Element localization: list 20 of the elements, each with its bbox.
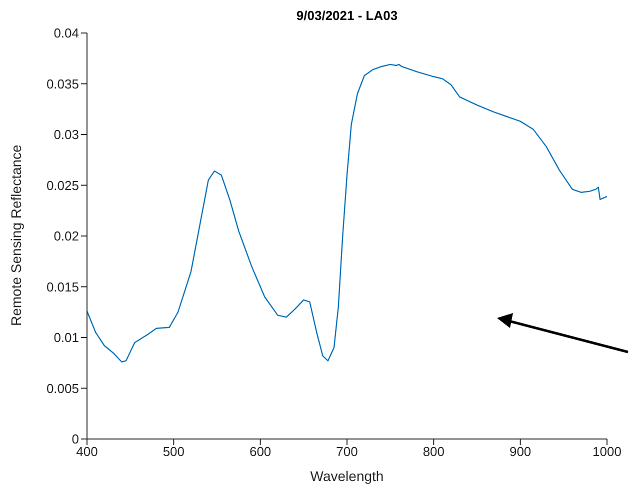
line-series	[87, 64, 607, 362]
x-tick-label: 1000	[592, 444, 622, 460]
x-tick-label: 800	[422, 444, 445, 460]
y-tick-label: 0	[72, 432, 79, 447]
x-tick-label: 500	[162, 444, 185, 460]
x-tick-label: 700	[336, 444, 358, 460]
y-tick-label: 0.01	[54, 330, 79, 346]
x-tick-label: 900	[509, 444, 532, 460]
y-axis-title: Remote Sensing Reflectance	[8, 144, 24, 326]
chart-title: 9/03/2021 - LA03	[295, 8, 399, 23]
y-tick-label: 0.04	[54, 26, 79, 41]
x-tick-label: 600	[249, 444, 272, 460]
x-axis-title: Wavelength	[310, 468, 384, 484]
x-tick-label: 400	[76, 444, 98, 460]
y-tick-label: 0.02	[54, 228, 79, 244]
y-tick-label: 0.005	[46, 380, 79, 396]
y-tick-label: 0.025	[46, 178, 79, 193]
y-tick-label: 0.03	[54, 127, 79, 142]
y-tick-label: 0.015	[46, 279, 79, 294]
y-tick-label: 0.035	[46, 76, 79, 92]
